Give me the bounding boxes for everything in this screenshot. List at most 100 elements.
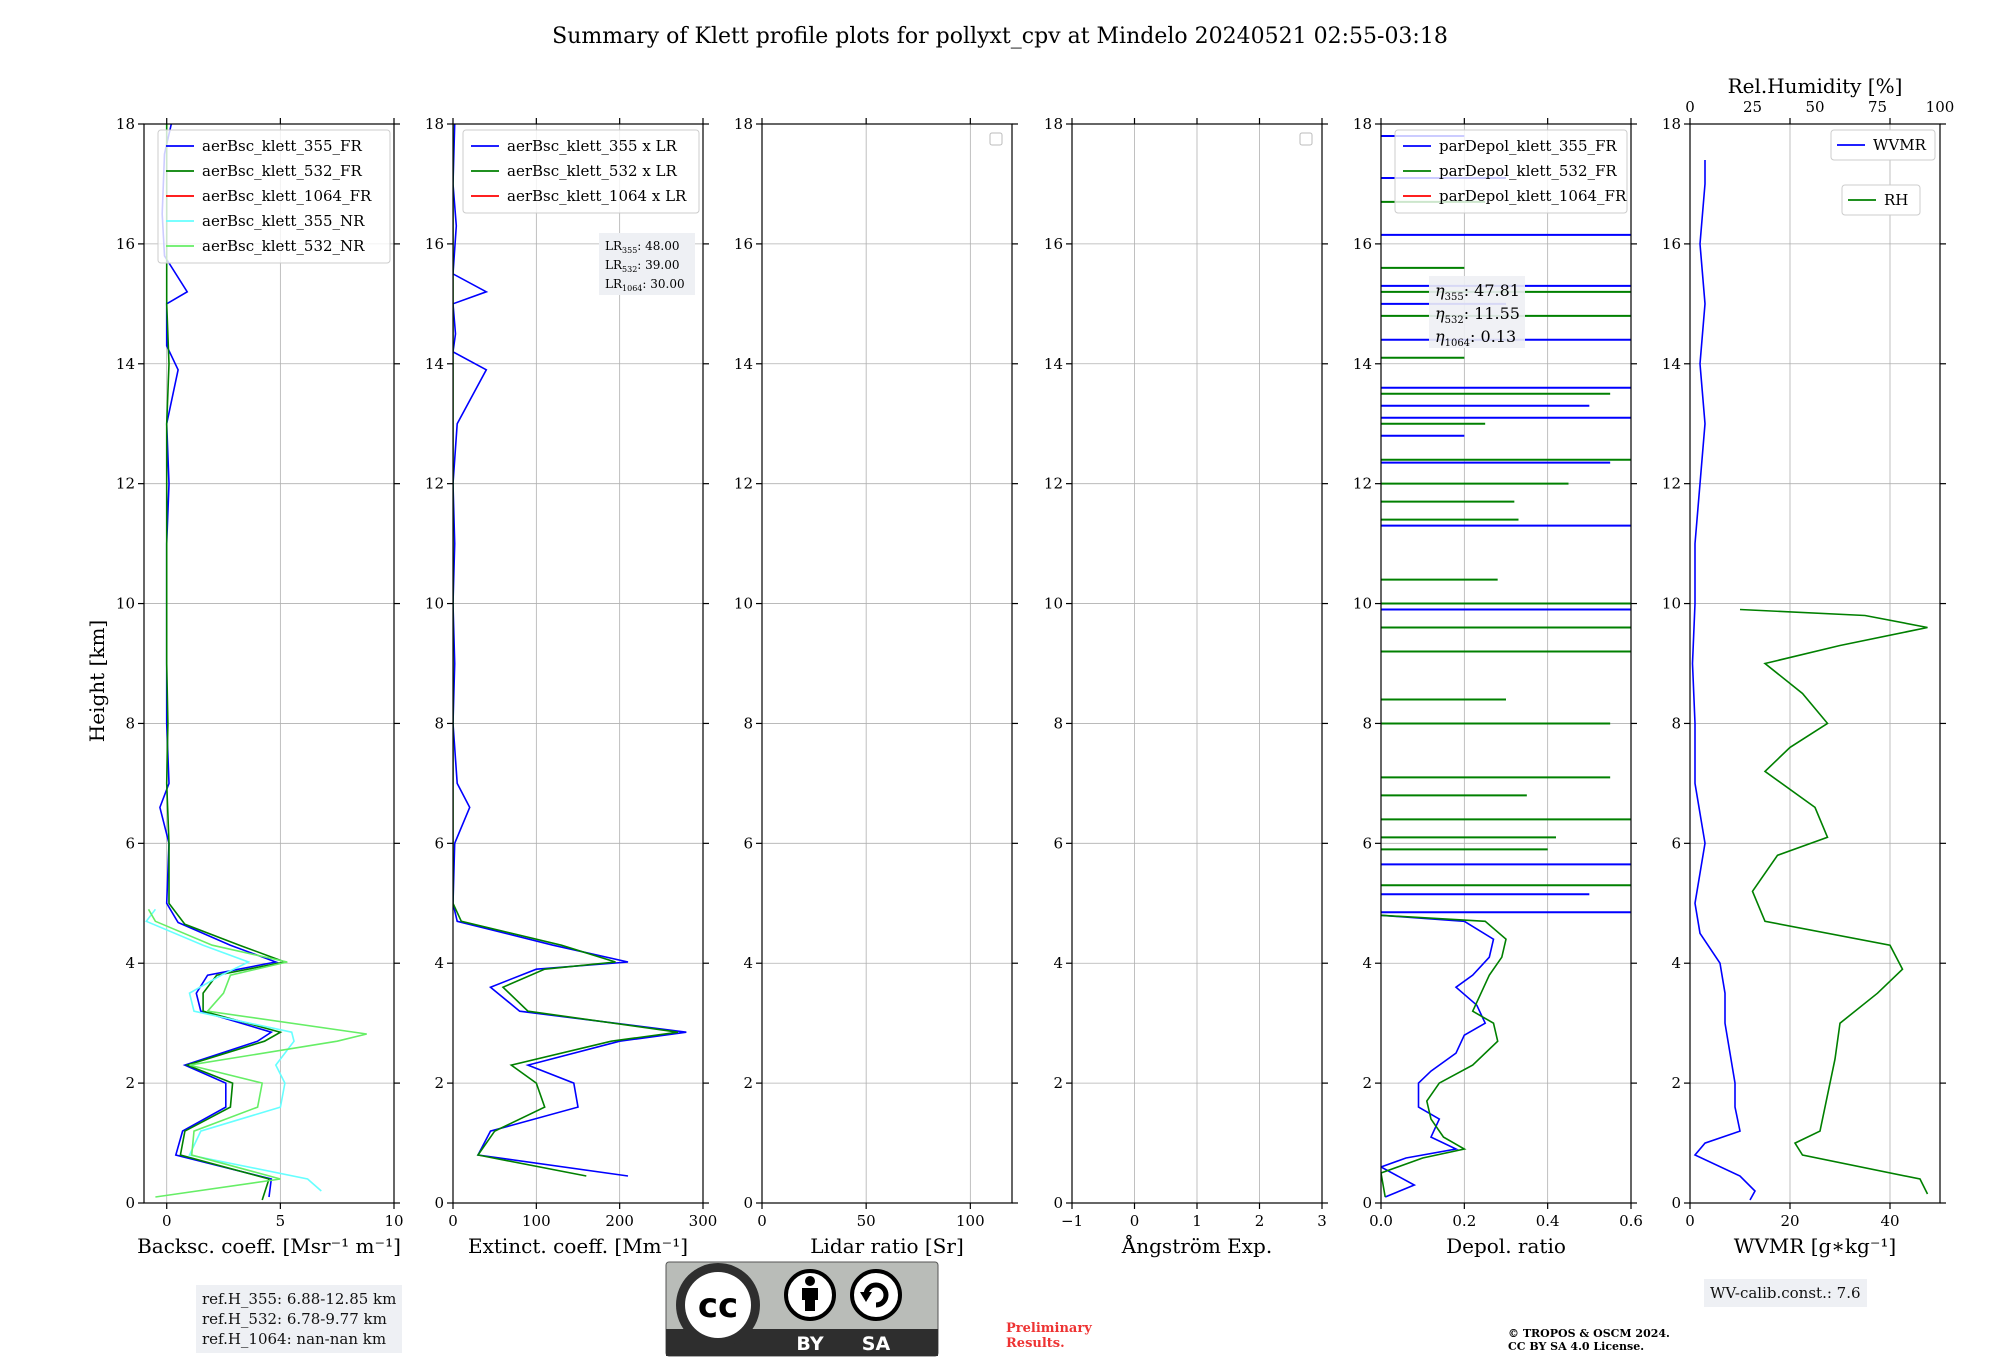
legend-label: aerBsc_klett_1064 x LR <box>507 187 687 205</box>
legend-box <box>1830 129 1936 161</box>
eta-entry: η355: 47.81 <box>1435 281 1520 303</box>
x-axis-label: Backsc. coeff. [Msr⁻¹ m⁻¹] <box>137 1234 401 1258</box>
series-line-2 <box>165 124 288 1201</box>
legend-label: aerBsc_klett_1064_FR <box>202 187 372 205</box>
y-tick-label: 4 <box>1362 954 1372 972</box>
x-tick-label: 5 <box>276 1212 286 1230</box>
top-x-tick-label: 75 <box>1868 98 1887 116</box>
y-tick-label: 16 <box>425 235 444 253</box>
eta-entry: η532: 11.55 <box>1435 304 1520 326</box>
y-tick-label: 14 <box>1353 355 1372 373</box>
cc-logo-icon <box>685 1272 751 1338</box>
legend-label: parDepol_klett_355_FR <box>1439 137 1617 155</box>
y-tick-label: 10 <box>1044 595 1063 613</box>
y-tick-label: 6 <box>1671 834 1681 852</box>
x-tick-label: 50 <box>857 1212 876 1230</box>
y-tick-label: 8 <box>1671 714 1681 732</box>
axes-frame <box>761 123 1013 1204</box>
series-line-1 <box>1691 160 1756 1201</box>
y-tick-label: 2 <box>1671 1074 1681 1092</box>
y-tick-label: 0 <box>1671 1194 1681 1212</box>
y-tick-label: 12 <box>1353 475 1372 493</box>
series-line-4 <box>145 908 322 1192</box>
y-tick-label: 18 <box>734 115 753 133</box>
x-tick-label: 0.6 <box>1619 1212 1643 1230</box>
series-line-2 <box>1739 608 1929 1195</box>
lidar-ratio-box-bg <box>599 233 695 295</box>
x-tick-label: 0.2 <box>1452 1212 1476 1230</box>
y-tick-label: 6 <box>125 834 135 852</box>
y-tick-label: 14 <box>734 355 753 373</box>
empty-legend <box>1299 132 1313 146</box>
x-tick-label: 0 <box>1685 1212 1695 1230</box>
top-x-tick-label: 25 <box>1743 98 1762 116</box>
y-tick-label: 6 <box>434 834 444 852</box>
y-tick-label: 18 <box>1662 115 1681 133</box>
legend-box <box>1841 184 1921 216</box>
y-tick-label: 2 <box>743 1074 753 1092</box>
copyright-line-2: CC BY SA 4.0 License. <box>1508 1340 1644 1353</box>
y-tick-label: 16 <box>1044 235 1063 253</box>
wv-calibration-constant: WV-calib.const.: 7.6 <box>1710 1284 1861 1302</box>
plot-area <box>145 124 367 1201</box>
x-axis-label: Extinct. coeff. [Mm⁻¹] <box>468 1234 688 1258</box>
y-tick-label: 12 <box>734 475 753 493</box>
y-tick-label: 0 <box>1362 1194 1372 1212</box>
y-tick-label: 6 <box>1053 834 1063 852</box>
wv-calibration-box: WV-calib.const.: 7.6 <box>1704 1279 1867 1307</box>
x-tick-label: 100 <box>956 1212 985 1230</box>
legend: aerBsc_klett_355_FR aerBsc_klett_532_FRae… <box>157 129 391 264</box>
x-tick-label: 10 <box>384 1212 403 1230</box>
y-tick-label: 12 <box>425 475 444 493</box>
cc-license-badge[interactable]: cc BY SA <box>665 1261 939 1357</box>
y-tick-label: 16 <box>116 235 135 253</box>
y-tick-label: 2 <box>1053 1074 1063 1092</box>
x-tick-label: 100 <box>522 1212 551 1230</box>
y-tick-label: 8 <box>434 714 444 732</box>
series-line-2 <box>1381 914 1507 1198</box>
y-tick-label: 8 <box>125 714 135 732</box>
series-line-2 <box>453 124 679 1177</box>
top-x-tick-label: 50 <box>1805 98 1824 116</box>
x-tick-label: 0.0 <box>1369 1212 1393 1230</box>
x-tick-label: 0 <box>448 1212 458 1230</box>
legend: aerBsc_klett_355 x LR aerBsc_klett_532 x … <box>462 129 700 214</box>
preliminary-line-2: Results. <box>1006 1336 1065 1351</box>
top-x-tick-label: 0 <box>1685 98 1695 116</box>
series-line-5 <box>147 908 367 1198</box>
top-x-axis-label: Rel.Humidity [%] <box>1728 74 1903 98</box>
y-tick-label: 6 <box>743 834 753 852</box>
top-x-tick-label: 100 <box>1926 98 1955 116</box>
y-tick-label: 2 <box>434 1074 444 1092</box>
y-tick-label: 2 <box>125 1074 135 1092</box>
sa-label: SA <box>862 1333 891 1355</box>
y-tick-label: 0 <box>1053 1194 1063 1212</box>
y-tick-label: 14 <box>116 355 135 373</box>
eta-entry: η1064: 0.13 <box>1435 327 1516 349</box>
lidar-ratio-box: LR355: 48.00 LR532: 39.00 LR1064: 30.00 <box>599 233 695 295</box>
y-tick-label: 8 <box>743 714 753 732</box>
x-tick-label: 2 <box>1255 1212 1265 1230</box>
plot-area <box>1691 160 1929 1201</box>
y-tick-label: 14 <box>1044 355 1063 373</box>
copyright-note: © TROPOS & OSCM 2024. CC BY SA 4.0 Licen… <box>1508 1327 1670 1353</box>
y-tick-label: 10 <box>116 595 135 613</box>
reference-height-box: ref.H_355: 6.88-12.85 km ref.H_532: 6.78… <box>196 1285 403 1353</box>
legend-label: aerBsc_klett_355_NR <box>202 212 365 230</box>
y-tick-label: 10 <box>1662 595 1681 613</box>
y-tick-label: 18 <box>1044 115 1063 133</box>
legend-label: parDepol_klett_1064_FR <box>1439 187 1627 205</box>
copyright-line-1: © TROPOS & OSCM 2024. <box>1508 1327 1670 1340</box>
y-tick-label: 16 <box>1353 235 1372 253</box>
x-axis-label: Depol. ratio <box>1446 1234 1566 1258</box>
x-axis-label: Ångström Exp. <box>1121 1233 1272 1258</box>
x-tick-label: −1 <box>1061 1212 1083 1230</box>
legend-label: aerBsc_klett_355 x LR <box>507 137 678 155</box>
x-tick-label: 1 <box>1192 1212 1202 1230</box>
y-tick-label: 8 <box>1362 714 1372 732</box>
